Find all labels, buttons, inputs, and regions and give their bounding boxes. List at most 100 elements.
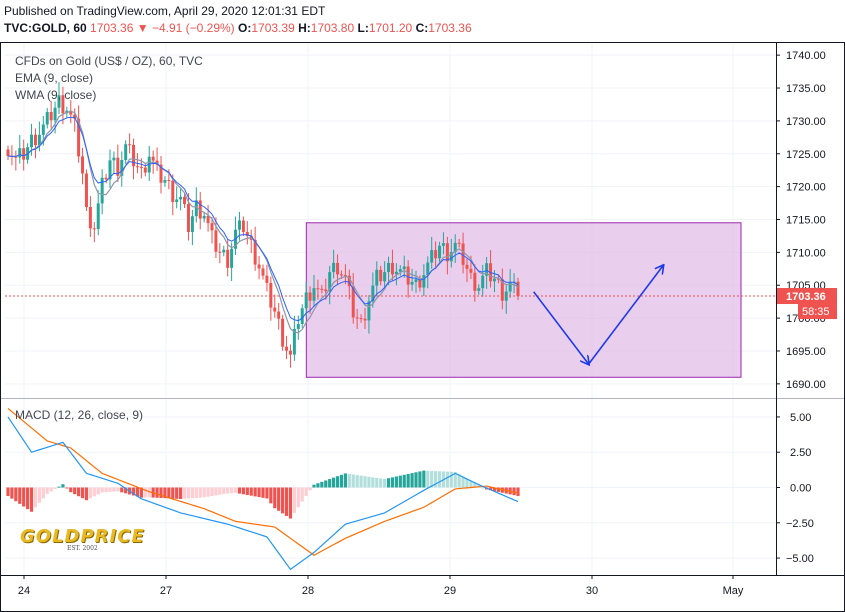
macd-bar: [237, 487, 242, 494]
macd-bar: [108, 487, 112, 492]
macd-bar: [453, 471, 457, 488]
low-label: L:: [357, 21, 369, 35]
macd-legend[interactable]: MACD (12, 26, close, 9): [15, 408, 144, 422]
macd-bar: [124, 487, 128, 494]
macd-bar: [26, 487, 30, 510]
macd-bar: [398, 475, 402, 488]
candle-body: [351, 286, 355, 318]
logo-sub: EST. 2002: [67, 545, 98, 552]
candle-body: [49, 112, 53, 121]
macd-bar: [222, 487, 226, 495]
candle-body: [147, 156, 151, 173]
candle-body: [128, 144, 132, 146]
candle-body: [6, 149, 10, 157]
macd-bar: [284, 487, 289, 516]
candle-body: [77, 118, 81, 157]
time-tick-label: May: [723, 585, 744, 597]
candle-body: [69, 110, 73, 115]
macd-bar: [112, 487, 116, 492]
macd-bar: [10, 487, 14, 499]
candle-body: [179, 196, 183, 200]
macd-bar: [159, 487, 163, 498]
candle-body: [84, 173, 88, 208]
candle-body: [328, 272, 332, 292]
main-legend-title[interactable]: CFDs on Gold (US$ / OZ), 60, TVC: [15, 54, 203, 68]
candle-body: [104, 177, 108, 180]
macd-bar: [386, 478, 391, 488]
candle-body: [469, 268, 473, 273]
candle-body: [465, 264, 469, 269]
macd-bar: [45, 487, 49, 494]
projection-arrows: [533, 266, 663, 365]
macd-bar: [292, 487, 296, 513]
candle-body: [414, 279, 418, 282]
macd-tick-label: −5.00: [786, 553, 814, 565]
candle-body: [324, 289, 328, 292]
macd-bar: [492, 487, 497, 492]
macd-bar: [37, 487, 41, 503]
ema-legend[interactable]: EMA (9, close): [15, 71, 94, 85]
candle-body: [445, 243, 449, 262]
macd-bar: [308, 487, 312, 491]
candle-body: [477, 288, 481, 291]
countdown-tag: [798, 304, 837, 320]
candle-body: [171, 180, 175, 203]
candle-body: [132, 144, 136, 167]
logo-text: GOLDPRICE: [20, 526, 145, 547]
macd-bar: [179, 487, 183, 499]
time-tick-label: 30: [586, 585, 598, 597]
candle-body: [273, 307, 277, 312]
candle-body: [151, 156, 155, 161]
candle-body: [96, 203, 100, 230]
candle-body: [508, 282, 512, 292]
macd-tick-label: 2.50: [790, 447, 811, 459]
macd-bar: [414, 472, 418, 488]
macd-bar: [265, 487, 269, 499]
wma-legend[interactable]: WMA (9, close): [15, 88, 97, 102]
candle-body: [222, 249, 226, 253]
candle-body: [230, 248, 234, 268]
macd-bar: [390, 477, 395, 488]
macd-bar: [6, 487, 10, 496]
candle-body: [379, 269, 383, 282]
candle-body: [194, 200, 198, 217]
candle-body: [269, 282, 273, 308]
macd-bar: [328, 479, 332, 488]
open-value: 1703.39: [251, 21, 295, 35]
candle-body: [371, 285, 375, 302]
macd-bar: [269, 487, 273, 504]
macd-bar: [33, 487, 38, 508]
price-tick-label: 1695.00: [786, 346, 826, 358]
macd-bar: [131, 487, 136, 496]
candle-body: [159, 164, 163, 183]
candle-body: [124, 144, 128, 161]
macd-bar: [335, 476, 340, 488]
macd-bar: [296, 487, 300, 508]
candle-body: [22, 148, 26, 160]
candle-body: [422, 275, 426, 288]
macd-bar: [316, 483, 320, 488]
macd-bar: [288, 487, 293, 519]
candle-body: [430, 250, 434, 263]
macd-tick-label: −2.50: [786, 518, 814, 530]
macd-bar: [73, 487, 77, 495]
macd-bar: [343, 473, 347, 488]
candle-body: [375, 269, 379, 286]
published-label: Published on TradingView.com, April 29, …: [4, 4, 326, 18]
candle-body: [398, 269, 402, 272]
macd-bar: [245, 487, 249, 495]
candle-body: [186, 204, 190, 232]
candle-body: [206, 215, 210, 224]
price-tick-label: 1710.00: [786, 247, 826, 259]
macd-bar: [273, 487, 277, 509]
macd-bar: [488, 487, 493, 491]
candle-body: [214, 230, 218, 252]
candle-body: [261, 268, 265, 276]
macd-bar: [320, 481, 324, 488]
macd-bar: [182, 487, 187, 499]
macd-bar: [375, 477, 379, 488]
candle-body: [292, 328, 296, 355]
time-tick-label: 24: [18, 585, 30, 597]
last-price-tag-value: 1703.36: [786, 291, 826, 303]
